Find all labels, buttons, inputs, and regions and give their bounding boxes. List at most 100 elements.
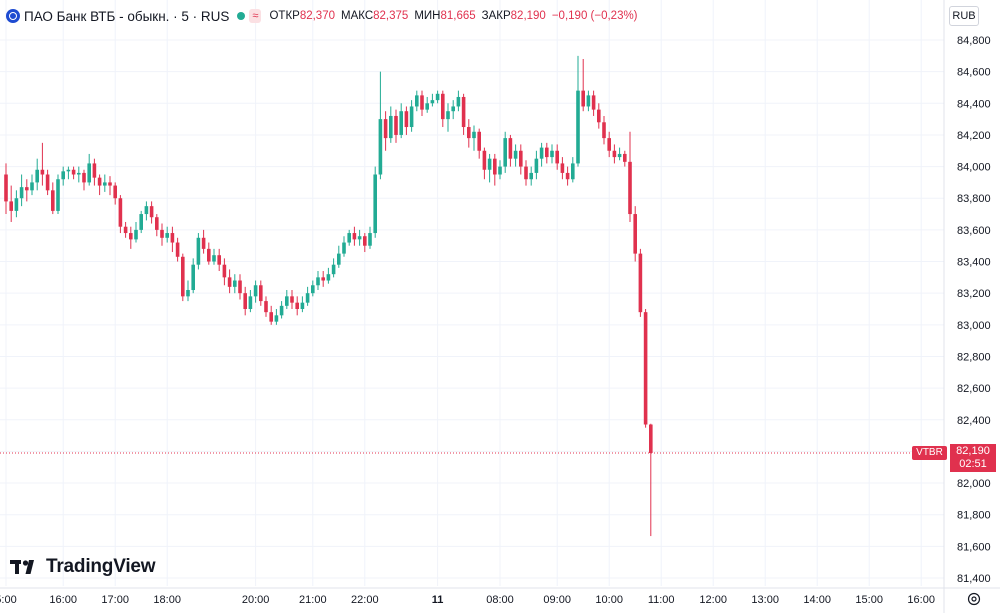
candle-body — [316, 277, 320, 286]
tradingview-logo[interactable]: TradingView — [10, 556, 156, 578]
candle-body — [441, 93, 445, 120]
candle-body — [290, 296, 294, 303]
candle-body — [326, 274, 331, 281]
candle-body — [274, 315, 279, 322]
candle-body — [378, 119, 383, 175]
x-tick-label: 16:00 — [49, 594, 77, 606]
x-tick-label: 22:00 — [351, 594, 379, 606]
candle-body — [186, 290, 190, 297]
x-tick-label: 21:00 — [299, 594, 327, 606]
x-tick-label: 15:00 — [855, 594, 883, 606]
candle-body — [565, 172, 570, 180]
candle-body — [144, 206, 149, 215]
candle-body — [243, 293, 247, 309]
candle-body — [129, 233, 133, 240]
candle-body — [586, 95, 591, 107]
candle-body — [181, 256, 185, 297]
x-tick-label: 12:00 — [699, 594, 727, 606]
candle-body — [571, 163, 575, 180]
candle-body — [347, 233, 351, 243]
candle-body — [118, 198, 123, 227]
candle-body — [352, 233, 357, 240]
candle-body — [550, 150, 554, 158]
candle-body — [508, 138, 513, 159]
open-label: ОТКР — [269, 10, 300, 22]
settings-gear-icon[interactable] — [966, 591, 982, 607]
candle-body — [56, 179, 60, 211]
candle-body — [222, 264, 227, 278]
y-tick-label: 84,000 — [957, 162, 991, 174]
candle-body — [519, 150, 523, 167]
candle-body — [477, 131, 481, 151]
candle-body — [357, 236, 362, 240]
candle-body — [633, 214, 637, 254]
candle-body — [269, 312, 273, 322]
y-tick-label: 81,400 — [957, 573, 991, 585]
candle-body — [420, 95, 424, 110]
bar-countdown: 02:51 — [959, 457, 987, 470]
candle-body — [207, 248, 211, 262]
candle-body — [617, 153, 622, 158]
y-tick-label: 81,800 — [957, 510, 991, 522]
candle-body — [300, 302, 305, 309]
candle-body — [337, 253, 341, 265]
x-tick-label: 20:00 — [242, 594, 270, 606]
low-value: 81,665 — [440, 10, 476, 22]
symbol-logo-icon — [6, 9, 20, 23]
currency-button[interactable]: RUB — [949, 6, 979, 26]
candle-body — [139, 214, 143, 230]
candle-body — [555, 150, 559, 164]
x-tick-label: 14:00 — [803, 594, 831, 606]
candle-body — [279, 305, 284, 316]
candle-body — [539, 147, 544, 159]
x-tick-label: 08:00 — [486, 594, 514, 606]
candle-body — [373, 174, 377, 234]
candle-body — [607, 138, 611, 151]
candle-body — [612, 150, 617, 158]
candle-body — [155, 217, 159, 230]
y-tick-label: 81,600 — [957, 541, 991, 553]
candle-body — [25, 187, 29, 191]
y-tick-label: 83,800 — [957, 193, 991, 205]
y-tick-label: 84,800 — [957, 35, 991, 47]
candle-body — [30, 182, 34, 191]
y-tick-label: 84,200 — [957, 130, 991, 142]
candle-body — [435, 93, 440, 101]
candle-body — [160, 229, 164, 238]
x-tick-label: 13:00 — [751, 594, 779, 606]
candle-body — [461, 96, 466, 128]
x-tick-label: 18:00 — [153, 594, 181, 606]
candle-body — [487, 158, 492, 170]
x-tick-label: 16:00 — [907, 594, 935, 606]
candle-body — [638, 253, 643, 313]
y-tick-label: 84,400 — [957, 98, 991, 110]
candle-body — [149, 206, 154, 218]
candle-body — [560, 163, 565, 173]
candle-body — [649, 424, 653, 453]
symbol-title[interactable]: ПАО Банк ВТБ - обыкн. · 5 · RUS — [24, 8, 230, 24]
x-tick-label: 11:00 — [648, 594, 675, 606]
candle-body — [175, 242, 180, 257]
candle-body — [581, 90, 585, 107]
open-value: 82,370 — [299, 10, 335, 22]
last-price-value: 82,190 — [956, 444, 990, 457]
candle-body — [415, 95, 419, 107]
candle-body — [597, 109, 601, 123]
candle-body — [259, 285, 263, 302]
candle-body — [45, 174, 50, 191]
market-status-icon[interactable]: ≈ — [249, 9, 262, 23]
y-tick-label: 84,600 — [957, 67, 991, 79]
candle-body — [498, 166, 502, 175]
candle-body — [363, 236, 367, 246]
candle-body — [253, 285, 258, 297]
candle-body — [217, 255, 221, 265]
y-tick-label: 83,400 — [957, 257, 991, 269]
candle-body — [87, 163, 91, 183]
logo-text: TradingView — [46, 556, 156, 577]
candle-body — [264, 301, 268, 313]
candle-body — [40, 169, 45, 175]
y-tick-label: 82,000 — [957, 478, 991, 490]
candle-body — [212, 255, 216, 262]
candle-body — [368, 233, 372, 246]
